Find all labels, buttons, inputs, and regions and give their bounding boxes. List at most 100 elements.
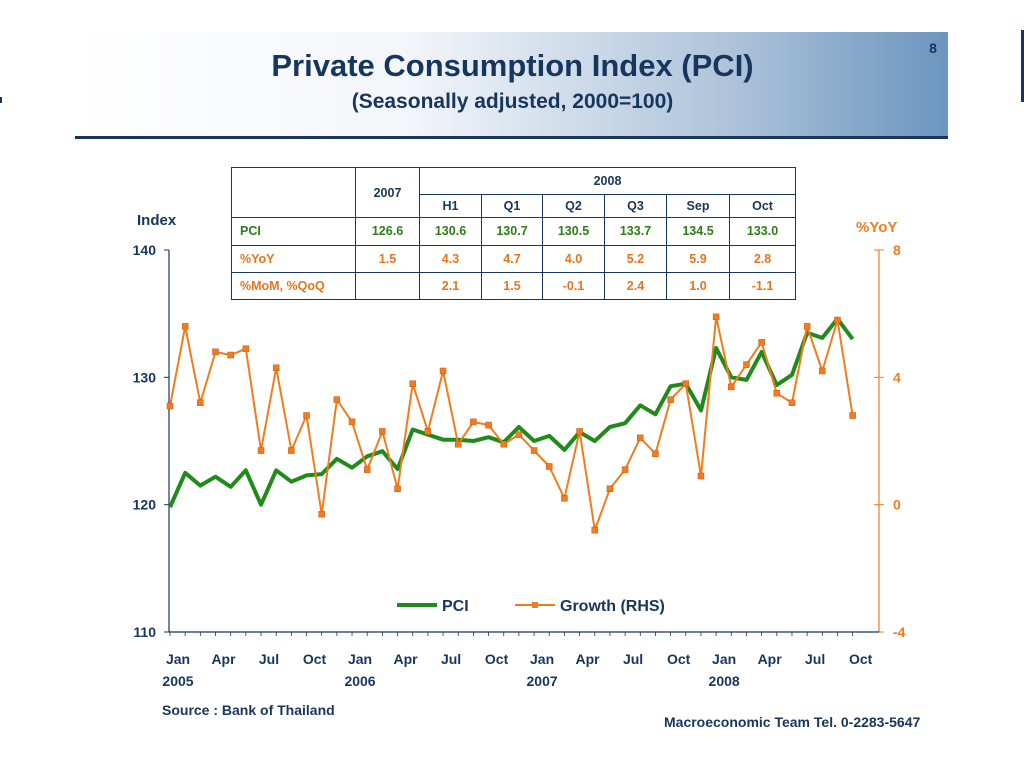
- growth-point: [621, 466, 629, 473]
- growth-point: [667, 396, 674, 403]
- x-tick-label: Oct: [303, 651, 327, 667]
- growth-point: [257, 447, 265, 454]
- x-tick-year-label: 2005: [162, 673, 193, 689]
- table-header-oct: Oct: [728, 194, 797, 219]
- growth-point: [652, 450, 659, 457]
- table-year-2007: 2007: [355, 166, 420, 219]
- growth-point: [333, 396, 341, 403]
- growth-point: [834, 316, 841, 324]
- growth-point: [819, 367, 826, 375]
- growth-point: [272, 364, 280, 372]
- table-cell: 5.2: [604, 244, 667, 273]
- table-cell: -0.1: [542, 271, 605, 301]
- growth-point: [454, 440, 462, 448]
- row-label: PCI: [231, 217, 356, 246]
- growth-point: [697, 472, 705, 480]
- y-axis-left-title: Index: [137, 212, 177, 229]
- growth-point: [803, 323, 811, 330]
- y-tick-label-left: 120: [133, 497, 157, 513]
- x-tick-label: Jan: [166, 651, 190, 667]
- contact-note: Macroeconomic Team Tel. 0-2283-5647: [664, 714, 921, 730]
- growth-point: [439, 367, 447, 375]
- table-cell: 4.7: [481, 244, 543, 273]
- table-cell: [355, 271, 420, 301]
- table-cell: 2.4: [604, 271, 667, 301]
- growth-point: [591, 526, 599, 534]
- x-tick-label: Jan: [530, 651, 554, 667]
- y-tick-label-left: 140: [133, 242, 157, 258]
- growth-point: [394, 485, 401, 492]
- x-tick-label: Jul: [623, 651, 643, 667]
- growth-point: [515, 431, 523, 438]
- y-tick-label-right: 4: [893, 369, 901, 385]
- growth-point: [242, 345, 250, 352]
- y-axis-right-title: %YoY: [856, 219, 897, 236]
- stats-table: 2007 2008 H1 Q1 Q2 Q3 Sep Oct PCI 126.6 …: [231, 166, 797, 301]
- y-tick-label-right: -4: [893, 624, 906, 640]
- growth-point: [379, 428, 386, 435]
- growth-point: [318, 510, 325, 518]
- y-tick-label-right: 0: [893, 497, 901, 513]
- x-tick-label: Apr: [393, 651, 418, 667]
- x-tick-year-label: 2008: [709, 673, 740, 689]
- table-header-q3: Q3: [604, 194, 667, 219]
- growth-point: [788, 399, 796, 407]
- table-cell: 133.7: [604, 217, 667, 246]
- x-tick-year-label: 2006: [344, 673, 375, 689]
- table-header-sep: Sep: [666, 194, 730, 219]
- growth-point: [712, 313, 720, 321]
- legend-marker-growth: [532, 602, 538, 608]
- table-cell: 133.0: [728, 217, 797, 246]
- x-tick-year-label: 2007: [527, 673, 558, 689]
- growth-series-line: [169, 315, 854, 532]
- growth-point: [363, 466, 371, 473]
- growth-point: [424, 428, 432, 435]
- x-tick-label: Jul: [259, 651, 279, 667]
- table-cell: 1.5: [355, 244, 420, 273]
- growth-point: [546, 463, 553, 470]
- y-tick-label-right: 8: [893, 242, 901, 258]
- x-tick-label: Apr: [576, 651, 601, 667]
- header-rule: [75, 136, 948, 139]
- row-label: %YoY: [231, 244, 356, 273]
- table-cell: 130.6: [419, 217, 482, 246]
- table-corner-cell: [231, 166, 356, 219]
- row-label: %MoM, %QoQ: [231, 271, 356, 301]
- growth-point: [409, 380, 416, 387]
- growth-point: [181, 323, 189, 330]
- growth-point: [485, 421, 492, 429]
- growth-point: [227, 351, 234, 359]
- page-subtitle: (Seasonally adjusted, 2000=100): [351, 90, 674, 113]
- x-tick-label: Jul: [805, 651, 825, 667]
- table-row-pci: PCI 126.6 130.6 130.7 130.5 133.7 134.5 …: [231, 217, 797, 246]
- growth-point: [166, 402, 174, 410]
- x-tick-label: Jan: [348, 651, 372, 667]
- growth-point: [637, 434, 644, 442]
- page-title: Private Consumption Index (PCI): [271, 48, 754, 83]
- x-tick-label: Jul: [441, 651, 461, 667]
- table-cell: 1.0: [666, 271, 730, 301]
- growth-point: [212, 348, 219, 356]
- growth-point: [576, 428, 583, 435]
- growth-point: [530, 447, 538, 454]
- table-row-mom-qoq: %MoM, %QoQ 2.1 1.5 -0.1 2.4 1.0 -1.1: [231, 271, 797, 301]
- growth-point: [197, 399, 204, 407]
- growth-point: [728, 383, 735, 391]
- growth-point: [561, 495, 568, 502]
- table-cell: 126.6: [355, 217, 420, 246]
- growth-point: [606, 485, 614, 492]
- right-edge-mark: [1021, 30, 1024, 102]
- x-tick-label: Oct: [849, 651, 873, 667]
- table-cell: 2.1: [419, 271, 482, 301]
- x-tick-label: Oct: [485, 651, 509, 667]
- table-header-h1: H1: [419, 194, 482, 219]
- growth-point: [348, 418, 356, 426]
- x-tick-label: Oct: [667, 651, 691, 667]
- left-edge-mark: [0, 97, 2, 103]
- growth-point: [758, 339, 765, 346]
- growth-point: [500, 440, 507, 448]
- source-note: Source : Bank of Thailand: [162, 702, 335, 718]
- table-header-q2: Q2: [542, 194, 605, 219]
- x-tick-label: Apr: [758, 651, 783, 667]
